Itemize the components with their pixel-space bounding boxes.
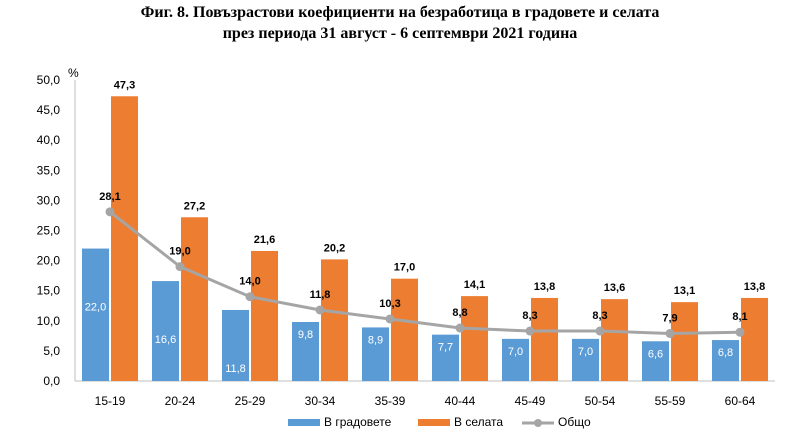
total-line xyxy=(109,210,741,335)
village-value-label: 27,2 xyxy=(184,200,205,212)
x-tick-label: 30-34 xyxy=(305,394,336,408)
total-value-label: 8,3 xyxy=(522,310,537,322)
bar-village xyxy=(251,250,278,381)
total-marker xyxy=(105,207,115,217)
total-value-label: 14,0 xyxy=(239,276,260,288)
city-value-label: 7,0 xyxy=(578,346,593,358)
village-value-label: 14,1 xyxy=(464,279,485,291)
city-value-label: 7,7 xyxy=(438,342,453,354)
bar-city xyxy=(712,340,739,381)
bar-city xyxy=(502,338,529,381)
village-value-label: 13,8 xyxy=(534,281,555,293)
x-tick-label: 15-19 xyxy=(95,394,126,408)
total-value-label: 8,8 xyxy=(452,307,467,319)
legend-swatch-city xyxy=(288,419,320,426)
total-marker xyxy=(665,328,675,338)
total-marker xyxy=(315,305,325,315)
x-tick-label: 20-24 xyxy=(165,394,196,408)
total-value-label: 28,1 xyxy=(99,191,120,203)
total-value-label: 8,1 xyxy=(732,311,747,323)
x-tick-label: 60-64 xyxy=(725,394,756,408)
village-value-label: 13,6 xyxy=(604,282,625,294)
bar-city xyxy=(362,327,389,381)
x-tick-label: 55-59 xyxy=(655,394,686,408)
total-marker xyxy=(525,326,535,336)
legend-marker-total xyxy=(534,419,542,427)
bar-city xyxy=(572,338,599,381)
y-tick-label: 5,0 xyxy=(43,344,60,358)
x-tick-label: 25-29 xyxy=(235,394,266,408)
chart-title-line-2: през периода 31 август - 6 септември 202… xyxy=(222,25,578,42)
city-value-label: 9,8 xyxy=(298,329,313,341)
total-value-label: 10,3 xyxy=(379,298,400,310)
y-tick-label: 20,0 xyxy=(37,254,61,268)
x-tick-label: 45-49 xyxy=(515,394,546,408)
total-value-label: 19,0 xyxy=(169,246,190,258)
bar-village xyxy=(461,296,488,381)
bar-city xyxy=(642,341,669,381)
y-tick-label: 30,0 xyxy=(37,193,61,207)
village-value-label: 13,8 xyxy=(744,281,765,293)
legend-swatch-village xyxy=(418,419,450,426)
bar-village xyxy=(391,278,418,381)
city-value-label: 11,8 xyxy=(225,363,246,375)
total-value-label: 11,8 xyxy=(310,289,331,301)
village-value-label: 20,2 xyxy=(324,242,345,254)
village-value-label: 17,0 xyxy=(394,262,415,274)
x-tick-label: 40-44 xyxy=(445,394,476,408)
bar-city xyxy=(82,248,109,381)
legend-label-village: В селата xyxy=(454,415,503,429)
chart-title-line-1: Фиг. 8. Повъзрастови коефициенти на безр… xyxy=(140,4,660,21)
y-tick-label: 10,0 xyxy=(37,314,61,328)
total-value-label: 8,3 xyxy=(592,310,607,322)
y-tick-label: 35,0 xyxy=(37,163,61,177)
total-marker xyxy=(175,262,185,272)
y-tick-label: 15,0 xyxy=(37,284,61,298)
bar-village xyxy=(321,259,348,381)
bar-village xyxy=(671,302,698,381)
city-value-label: 6,8 xyxy=(718,347,733,359)
total-marker xyxy=(735,327,745,337)
bar-village xyxy=(181,217,208,381)
y-tick-label: 0,0 xyxy=(43,374,60,388)
city-value-label: 6,6 xyxy=(648,348,663,360)
y-tick-label: 50,0 xyxy=(37,73,61,87)
y-tick-label: 40,0 xyxy=(37,133,61,147)
total-marker xyxy=(455,323,465,333)
x-tick-label: 50-54 xyxy=(585,394,616,408)
chart-title: Фиг. 8. Повъзрастови коефициенти на безр… xyxy=(0,2,800,44)
bar-city xyxy=(222,309,249,381)
legend-label-city: В градовете xyxy=(324,415,392,429)
bar-village xyxy=(741,297,768,381)
bar-village xyxy=(111,96,138,381)
bar-village xyxy=(531,297,558,381)
city-value-label: 22,0 xyxy=(85,302,106,314)
total-value-label: 7,9 xyxy=(662,312,677,324)
bar-city xyxy=(292,322,319,381)
bar-city xyxy=(152,281,179,381)
y-tick-label: 45,0 xyxy=(37,103,61,117)
city-value-label: 8,9 xyxy=(368,334,383,346)
city-value-label: 16,6 xyxy=(155,334,176,346)
village-value-label: 13,1 xyxy=(674,285,695,297)
x-tick-label: 35-39 xyxy=(375,394,406,408)
total-marker xyxy=(385,314,395,324)
bar-city xyxy=(432,334,459,381)
total-marker xyxy=(595,326,605,336)
city-value-label: 7,0 xyxy=(508,346,523,358)
village-value-label: 21,6 xyxy=(254,234,275,246)
total-marker xyxy=(245,292,255,302)
y-tick-label: 25,0 xyxy=(37,224,61,238)
y-unit-label: % xyxy=(68,66,79,80)
village-value-label: 47,3 xyxy=(114,79,135,91)
legend-label-total: Общо xyxy=(558,415,591,429)
bar-village xyxy=(601,299,628,381)
